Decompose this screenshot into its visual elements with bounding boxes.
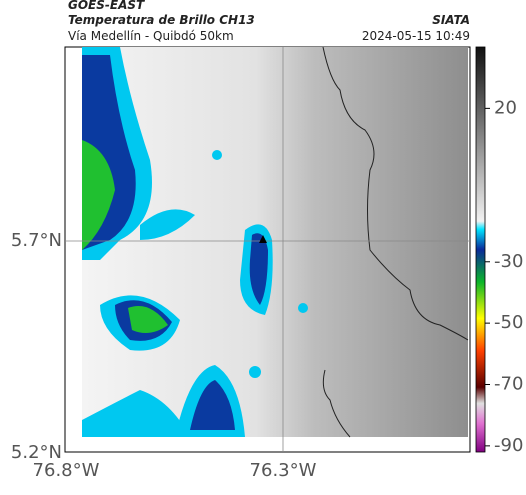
colorbar-tick-label: -70	[494, 374, 523, 395]
lon-tick: 76.8°W	[33, 460, 100, 481]
timestamp: 2024-05-15 10:49	[362, 29, 470, 43]
lat-tick: 5.7°N	[11, 230, 62, 251]
lat-tick: 5.2°N	[11, 442, 62, 463]
source: SIATA	[432, 13, 470, 27]
colorbar-tick-label: -30	[494, 251, 523, 272]
location-marker	[259, 235, 267, 243]
cloud-tops	[82, 47, 308, 437]
brightness-field	[82, 47, 468, 437]
colorbar	[475, 46, 486, 453]
colorbar-tick-label: 20	[494, 97, 517, 118]
lon-tick: 76.3°W	[250, 460, 317, 481]
borders	[322, 46, 469, 438]
colorbar-tick-label: -90	[494, 435, 523, 456]
colorbar-tick-label: -50	[494, 312, 523, 333]
satellite: GOES-EAST	[68, 0, 145, 12]
product: Temperatura de Brillo CH13	[68, 13, 255, 27]
route: Vía Medellín - Quibdó 50km	[68, 29, 234, 43]
